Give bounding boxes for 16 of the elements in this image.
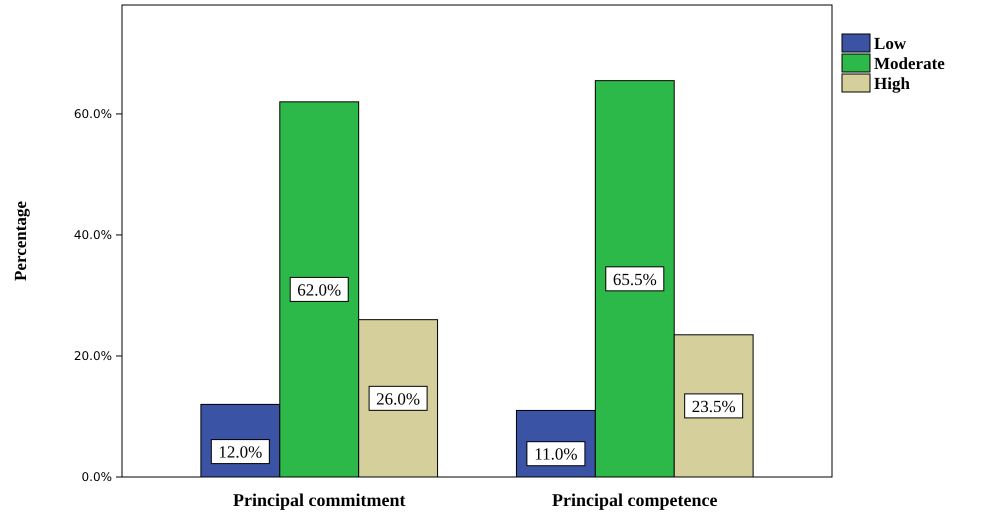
text: 12.0% <box>218 442 262 462</box>
legend-label: High <box>874 74 910 93</box>
legend-label: Low <box>874 34 907 53</box>
y-tick-label: 60.0% <box>74 106 112 121</box>
text: 65.5% <box>612 270 657 289</box>
y-tick-label: 0.0% <box>82 470 112 484</box>
text: 62.0% <box>297 280 342 300</box>
x-tick-label: Principal commitment <box>232 490 406 510</box>
x-tick-label: Principal competence <box>552 490 718 510</box>
text: 11.0% <box>534 444 578 464</box>
y-tick-label: 40.0% <box>74 228 112 242</box>
y-axis-title: Percentage <box>11 200 30 281</box>
legend-label: Moderate <box>874 54 946 73</box>
text: 26.0% <box>376 389 420 408</box>
text: 23.5% <box>692 396 736 416</box>
y-tick-label: 20.0% <box>74 348 112 363</box>
